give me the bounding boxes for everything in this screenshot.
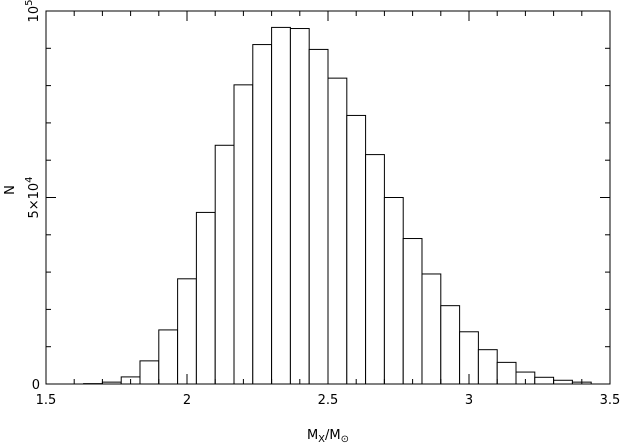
y-tick-label-1: 5×104 (24, 176, 42, 218)
y-tick-label-0: 0 (32, 378, 40, 393)
histogram-bar-19 (440, 305, 461, 385)
y-tick-label-2: 105 (24, 0, 42, 22)
histogram-bar-10 (271, 26, 291, 385)
histogram-bar-5 (177, 278, 197, 385)
histogram-bar-15 (365, 154, 385, 385)
y-axis-label: N (3, 185, 18, 195)
y-axis-tick-labels: 0 5×104 105 (24, 0, 42, 393)
histogram-bar-4 (158, 329, 179, 385)
x-tick-label-2: 2.5 (318, 393, 339, 408)
histogram-bar-12 (308, 48, 329, 385)
histogram-bar-25 (553, 379, 573, 385)
x-tick-label-4: 3.5 (600, 393, 621, 408)
histogram-bar-7 (214, 144, 235, 385)
histogram-bar-24 (534, 376, 555, 385)
histogram-bar-9 (252, 44, 273, 385)
x-axis-tick-labels: 1.5 2 2.5 3 3.5 (36, 393, 621, 408)
histogram-bar-3 (139, 360, 160, 385)
histogram-bars (83, 26, 592, 385)
histogram-bar-8 (233, 84, 254, 385)
histogram-bar-17 (402, 238, 423, 385)
x-axis-ticks (45, 11, 611, 384)
histogram-bar-16 (383, 197, 404, 385)
x-tick-label-1: 2 (183, 393, 191, 408)
histogram-bar-11 (289, 28, 310, 385)
histogram-bar-21 (477, 349, 498, 385)
histogram-bar-6 (195, 211, 216, 385)
histogram-bar-14 (346, 114, 367, 385)
x-tick-label-0: 1.5 (36, 393, 57, 408)
x-tick-label-3: 3 (465, 393, 473, 408)
x-axis-label: MX/M⊙ (307, 428, 349, 445)
histogram-bar-18 (421, 273, 442, 385)
histogram-bar-13 (327, 77, 348, 385)
histogram-bar-22 (496, 361, 517, 385)
y-axis-ticks (46, 10, 610, 385)
